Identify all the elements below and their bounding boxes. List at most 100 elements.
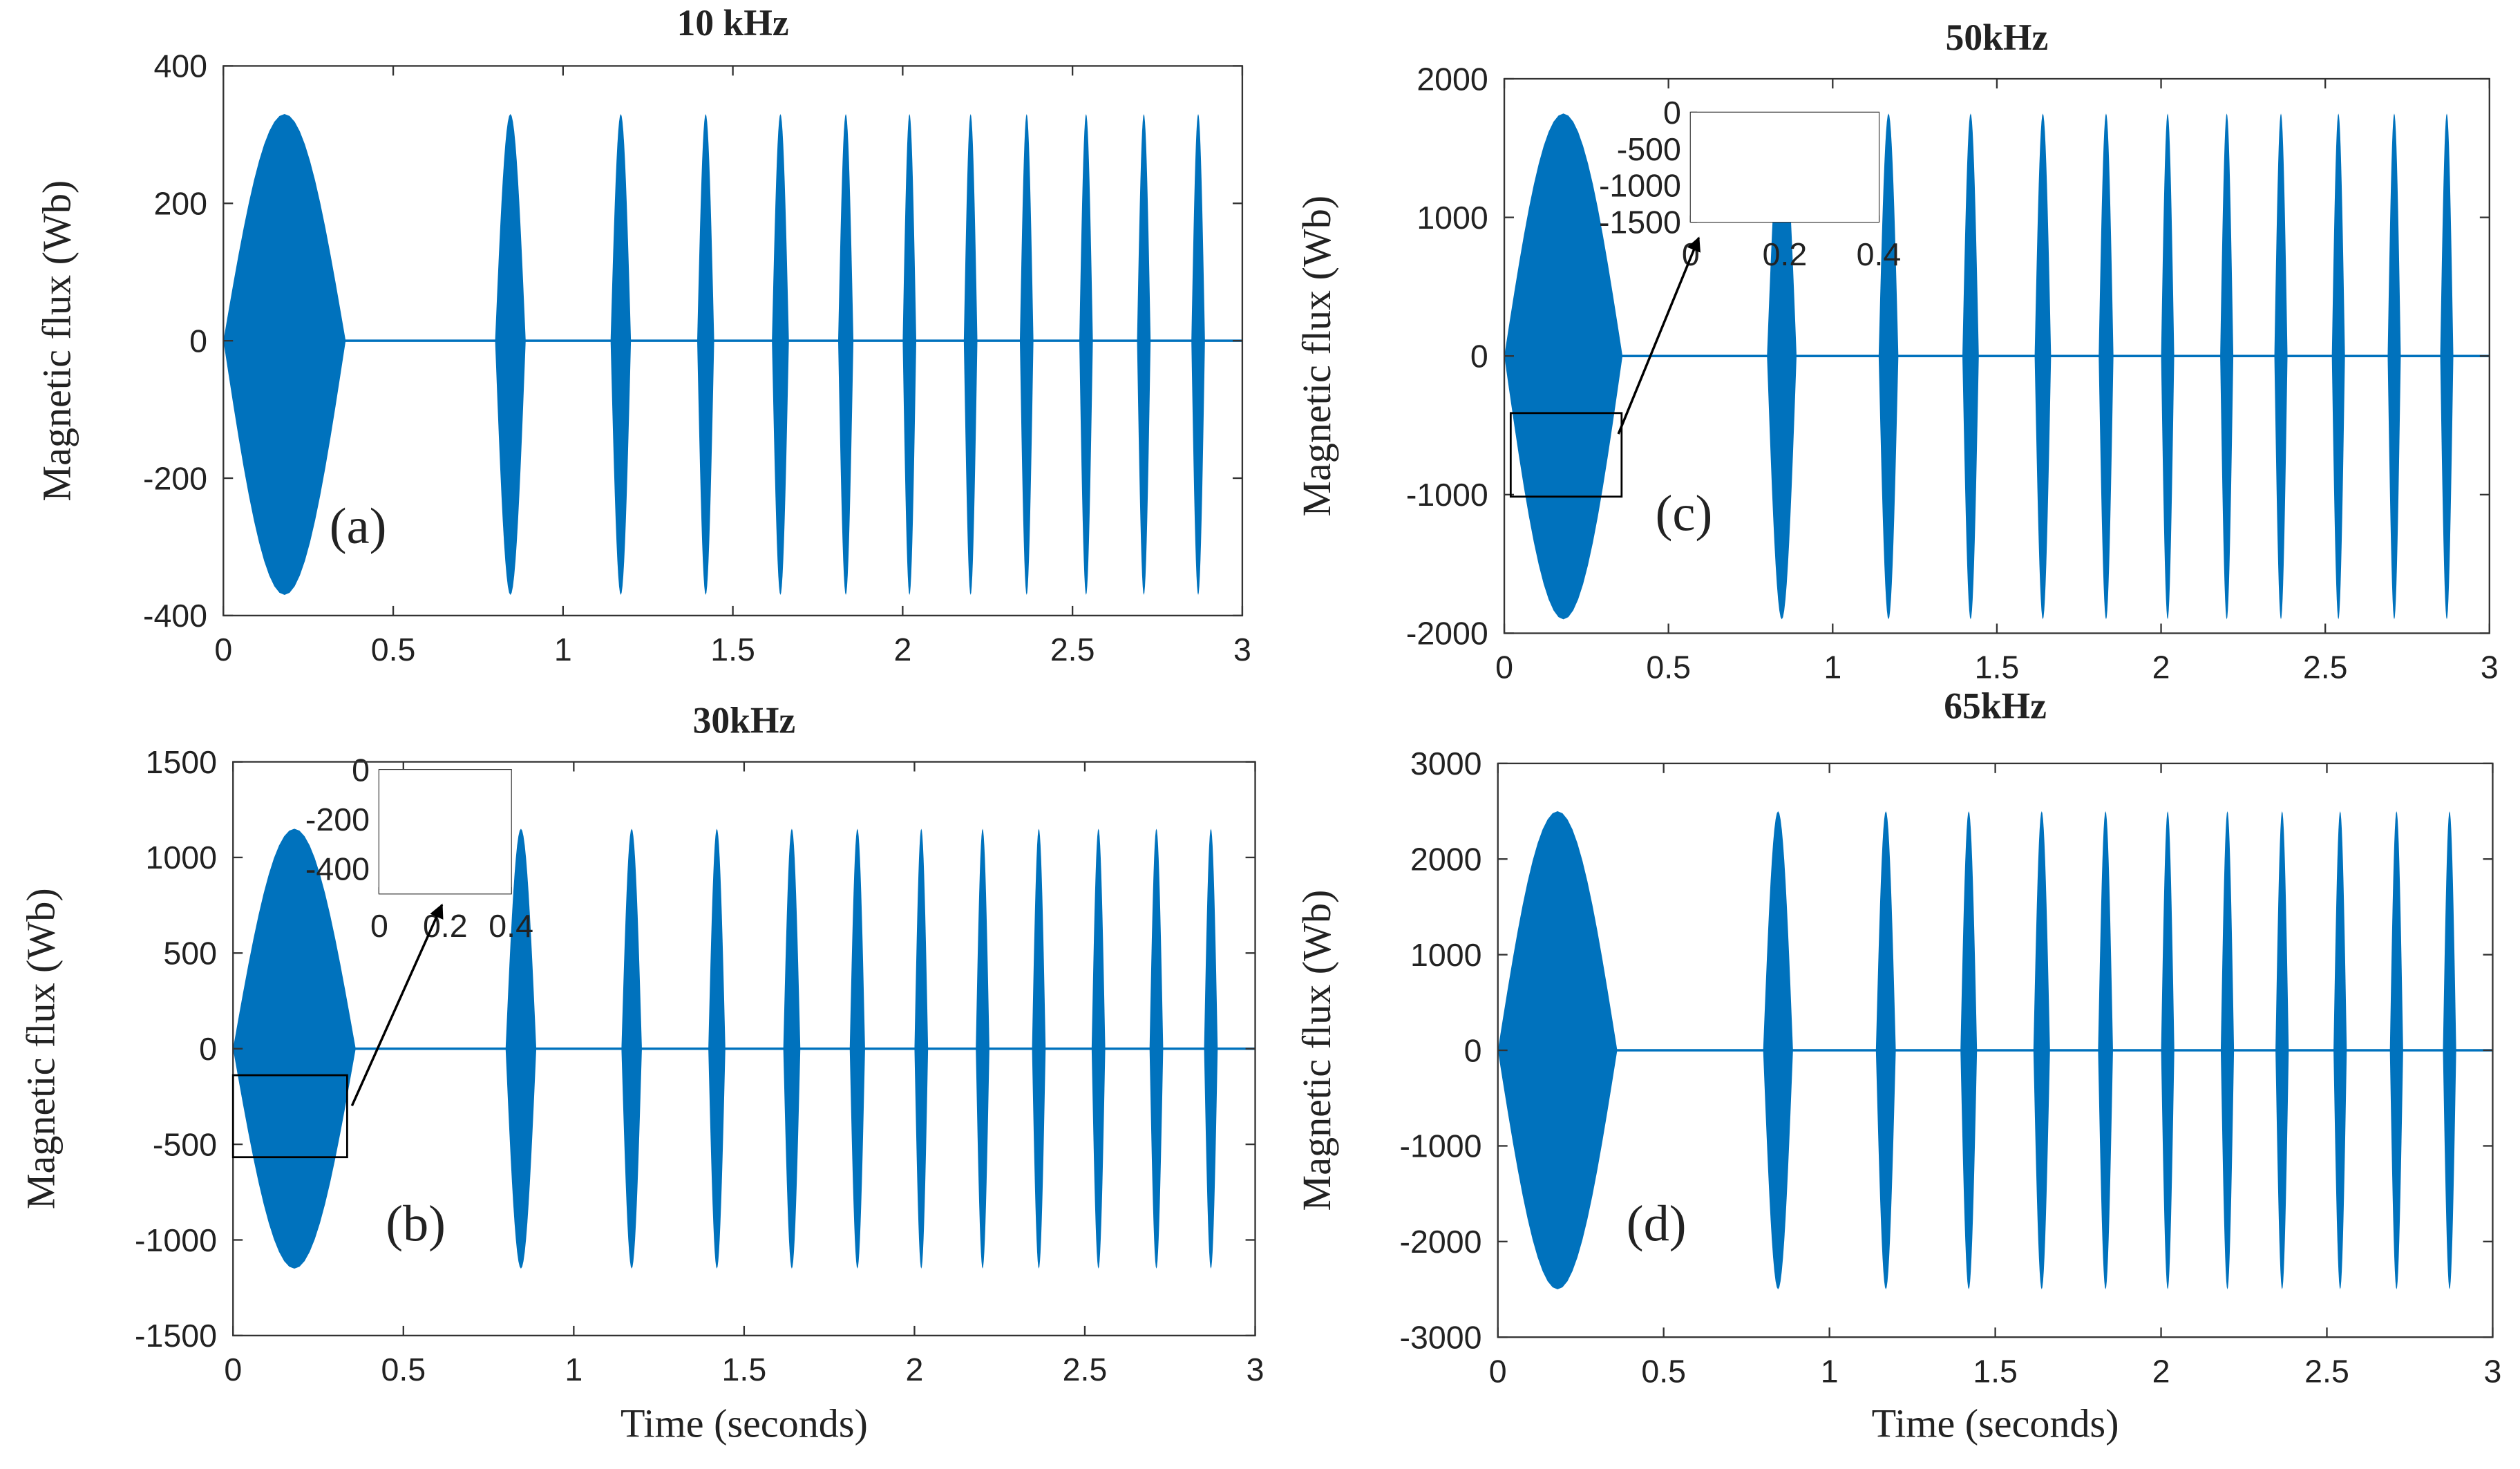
- burst: [1875, 811, 1896, 1290]
- y-tick-label: -400: [143, 598, 207, 634]
- x-tick-label: 0: [214, 632, 232, 667]
- burst: [1032, 828, 1046, 1269]
- burst: [1191, 114, 1205, 596]
- burst: [1878, 113, 1899, 620]
- inset-y-tick-label: -200: [305, 802, 370, 837]
- x-tick-label: 0.5: [1646, 650, 1691, 685]
- x-tick-label: 2: [2152, 1353, 2170, 1389]
- y-tick-label: 1000: [1417, 200, 1488, 236]
- y-axis-label: Magnetic flux (Wb): [1294, 196, 1339, 517]
- burst: [837, 114, 854, 596]
- burst: [2220, 113, 2234, 620]
- x-tick-label: 1.5: [1975, 650, 2020, 685]
- burst: [1962, 113, 1979, 620]
- axes-frame: [1497, 762, 2494, 1338]
- x-axis-label: Time (seconds): [1872, 1401, 2119, 1446]
- burst: [223, 114, 346, 596]
- burst: [902, 114, 917, 596]
- panel-label: (a): [330, 498, 387, 555]
- burst: [2099, 113, 2114, 620]
- burst: [2034, 113, 2052, 620]
- burst: [1137, 114, 1151, 596]
- y-tick-label: 0: [1464, 1032, 1482, 1068]
- y-tick-label: 0: [189, 323, 207, 359]
- x-tick-label: 0: [1495, 650, 1513, 685]
- x-tick-label: 2: [893, 632, 911, 667]
- inset-y-tick-label: -1500: [1599, 204, 1681, 240]
- burst: [849, 828, 865, 1269]
- y-tick-label: -1000: [1406, 477, 1488, 513]
- zoom-arrow: [1617, 236, 1701, 435]
- y-tick-label: 1000: [146, 840, 217, 875]
- panel-label: (b): [386, 1196, 446, 1253]
- x-tick-label: 1: [554, 632, 572, 667]
- burst: [914, 828, 929, 1269]
- panel-label: (d): [1627, 1196, 1687, 1253]
- burst: [708, 828, 726, 1269]
- inset-x-tick-label: 0.4: [489, 908, 533, 944]
- inset-x-tick-label: 0: [370, 908, 388, 944]
- burst: [963, 114, 978, 596]
- x-tick-label: 2.5: [1063, 1352, 1108, 1387]
- x-tick-label: 1: [1821, 1353, 1839, 1389]
- burst: [2275, 811, 2289, 1290]
- burst: [610, 114, 632, 596]
- y-tick-label: 2000: [1410, 842, 1481, 878]
- panel-label: (c): [1656, 486, 1713, 542]
- x-tick-label: 1.5: [722, 1352, 767, 1387]
- burst: [1149, 828, 1164, 1269]
- y-tick-label: 3000: [1410, 746, 1481, 781]
- chart-title: 50kHz: [1946, 17, 2049, 58]
- y-tick-label: -1000: [135, 1222, 217, 1258]
- inset-x-tick-label: 0.2: [1763, 236, 1808, 272]
- burst: [976, 828, 989, 1269]
- y-tick-label: -3000: [1400, 1319, 1482, 1355]
- x-tick-label: 2: [905, 1352, 923, 1387]
- y-tick-label: 200: [153, 186, 207, 222]
- x-tick-label: 1.5: [1973, 1353, 2018, 1389]
- y-tick-label: 1500: [146, 744, 217, 780]
- x-tick-label: 3: [1233, 632, 1251, 667]
- axes-frame: [222, 65, 1244, 617]
- y-axis-label: Magnetic flux (Wb): [35, 180, 79, 502]
- inset-background: [1690, 112, 1879, 222]
- axes-frame: [232, 761, 1256, 1337]
- y-tick-label: -1000: [1400, 1128, 1482, 1164]
- inset-y-tick-label: 0: [1663, 95, 1681, 131]
- chart-title: 30kHz: [693, 700, 796, 741]
- axes-frame: [1503, 77, 2490, 634]
- burst: [1504, 113, 1623, 620]
- y-tick-label: 400: [153, 48, 207, 84]
- chart-title: 10 kHz: [677, 2, 789, 44]
- burst: [2220, 811, 2235, 1290]
- burst: [1204, 828, 1218, 1269]
- x-tick-label: 3: [1247, 1352, 1264, 1387]
- y-tick-label: 2000: [1417, 61, 1488, 97]
- chart-title: 65kHz: [1944, 685, 2047, 727]
- inset-y-tick-label: -1000: [1599, 168, 1681, 204]
- burst: [1767, 113, 1797, 620]
- inset-y-tick-label: -400: [305, 851, 370, 887]
- burst: [621, 828, 642, 1269]
- x-axis-label: Time (seconds): [620, 1401, 868, 1446]
- burst: [1091, 828, 1106, 1269]
- x-tick-label: 2: [2152, 650, 2170, 685]
- burst: [2331, 113, 2345, 620]
- burst: [1763, 811, 1793, 1290]
- burst: [2161, 811, 2175, 1290]
- burst: [1019, 114, 1034, 596]
- x-tick-label: 1: [1823, 650, 1841, 685]
- x-tick-label: 2.5: [1050, 632, 1095, 667]
- inset-background: [379, 770, 511, 894]
- zoom-arrow: [350, 903, 444, 1106]
- burst: [772, 114, 789, 596]
- burst: [2274, 113, 2288, 620]
- burst: [697, 114, 714, 596]
- x-tick-label: 0.5: [381, 1352, 426, 1387]
- y-tick-label: 0: [199, 1031, 217, 1067]
- zoom-box: [231, 1074, 348, 1159]
- burst: [1079, 114, 1093, 596]
- x-tick-label: 0: [1489, 1353, 1507, 1389]
- y-axis-label: Magnetic flux (Wb): [1294, 890, 1339, 1211]
